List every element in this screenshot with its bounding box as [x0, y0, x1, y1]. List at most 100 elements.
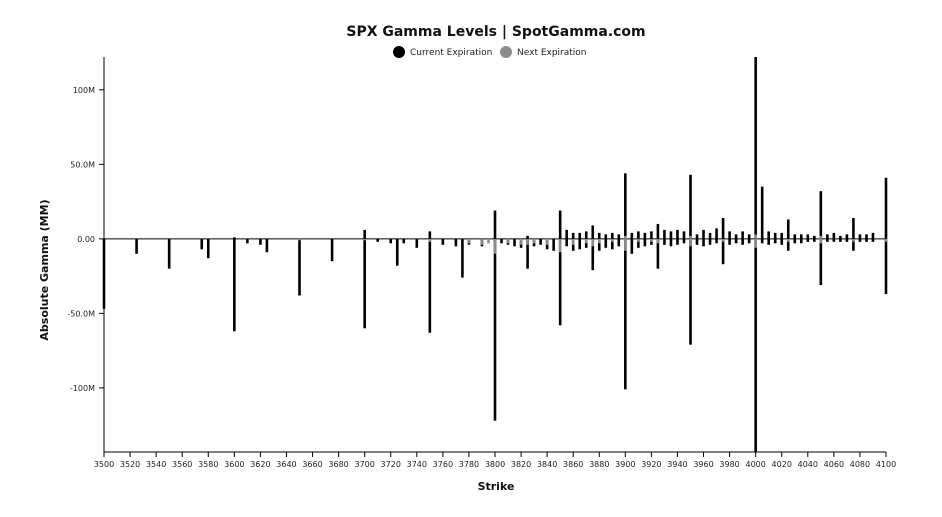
current-expiration-bar	[624, 173, 627, 239]
x-tick-label: 4060	[824, 460, 844, 469]
current-expiration-bar	[852, 217, 855, 239]
current-expiration-bar	[656, 238, 660, 269]
current-expiration-bar	[708, 232, 712, 239]
current-expiration-bar	[682, 238, 686, 244]
next-expiration-bars	[298, 234, 888, 254]
current-expiration-bar	[780, 232, 784, 239]
current-expiration-bar	[259, 238, 262, 245]
next-expiration-bar	[637, 238, 640, 242]
current-expiration-bar	[650, 231, 653, 239]
current-expiration-bar	[715, 228, 718, 239]
next-expiration-bar	[467, 238, 471, 244]
current-expiration-bar	[650, 238, 653, 245]
y-tick-label: -100M	[70, 384, 95, 393]
current-expiration-bar	[637, 231, 640, 239]
next-expiration-bar	[526, 238, 529, 245]
current-expiration-bar	[721, 238, 725, 265]
current-expiration-bar	[819, 238, 823, 286]
x-tick-label: 3500	[94, 460, 114, 469]
current-expiration-bar	[617, 234, 621, 239]
current-expiration-bar	[493, 238, 497, 421]
x-tick-label: 3800	[485, 460, 505, 469]
next-expiration-bar	[545, 238, 549, 245]
current-expiration-bar	[741, 238, 744, 245]
next-expiration-bar	[624, 238, 627, 251]
current-expiration-bar	[578, 238, 582, 250]
current-expiration-bar	[637, 238, 640, 248]
next-expiration-bar	[584, 238, 588, 244]
current-expiration-bar	[767, 238, 770, 245]
x-tick-label: 3880	[589, 460, 609, 469]
current-expiration-bar	[682, 231, 686, 239]
legend-current-label: Current Expiration	[410, 48, 492, 58]
current-expiration-bar	[689, 174, 692, 239]
x-tick-label: 3680	[328, 460, 348, 469]
current-expiration-bar	[702, 229, 705, 239]
current-expiration-bar	[643, 238, 647, 247]
current-expiration-bar	[871, 232, 875, 239]
current-expiration-bar	[663, 238, 666, 245]
current-expiration-bar	[858, 238, 862, 242]
next-expiration-bar	[884, 238, 888, 242]
current-expiration-bar	[513, 238, 516, 247]
current-expiration-bar	[233, 238, 236, 332]
current-expiration-bar	[604, 238, 608, 248]
current-expiration-bar	[865, 238, 868, 242]
current-expiration-bar	[826, 238, 829, 242]
current-expiration-bar	[695, 238, 699, 245]
next-expiration-bar	[754, 238, 757, 248]
current-expiration-bar	[102, 238, 106, 309]
current-expiration-bar	[558, 238, 562, 326]
current-expiration-bar	[754, 57, 757, 239]
x-tick-label: 3980	[719, 460, 739, 469]
x-tick-label: 3960	[693, 460, 713, 469]
x-tick-label: 4000	[745, 460, 765, 469]
current-expiration-bar	[565, 229, 568, 239]
current-expiration-bar	[630, 232, 634, 239]
next-expiration-bar	[786, 238, 790, 242]
current-expiration-bar	[715, 238, 718, 244]
x-tick-label: 3580	[198, 460, 218, 469]
legend-current-swatch	[393, 46, 405, 58]
next-expiration-bar	[624, 235, 627, 239]
current-expiration-bar	[643, 232, 647, 239]
current-expiration-bar	[135, 238, 138, 254]
current-expiration-bar	[558, 210, 562, 239]
current-expiration-bar	[734, 238, 738, 244]
next-expiration-bar	[689, 235, 692, 239]
next-expiration-bar	[852, 238, 855, 242]
current-expiration-bar	[845, 234, 849, 239]
current-expiration-bar	[454, 238, 458, 247]
current-expiration-bar	[233, 237, 236, 239]
x-tick-label: 4080	[850, 460, 870, 469]
next-expiration-bar	[519, 238, 523, 245]
current-expiration-bar	[428, 231, 432, 239]
current-expiration-bar	[565, 238, 568, 247]
current-expiration-bar	[402, 238, 406, 244]
current-expiration-bar	[839, 238, 842, 242]
current-expiration-bar	[747, 234, 751, 239]
current-expiration-bar	[552, 238, 555, 251]
current-expiration-bar	[526, 238, 529, 269]
current-expiration-bar	[604, 234, 608, 239]
current-expiration-bar	[839, 235, 842, 239]
x-tick-label: 3640	[276, 460, 296, 469]
x-axis-title: Strike	[478, 480, 515, 493]
current-expiration-bar	[330, 238, 334, 262]
next-expiration-bar	[611, 238, 614, 242]
current-expiration-bar	[597, 238, 601, 251]
x-tick-label: 3520	[120, 460, 140, 469]
next-expiration-bar	[363, 238, 366, 241]
current-expiration-bar	[754, 238, 757, 452]
y-axis-title: Absolute Gamma (MM)	[38, 199, 51, 340]
current-expiration-bar	[389, 238, 393, 244]
current-expiration-bar	[793, 238, 797, 244]
next-expiration-bar	[656, 238, 660, 244]
x-tick-label: 3940	[667, 460, 687, 469]
x-tick-label: 3720	[381, 460, 401, 469]
x-tick-label: 3700	[354, 460, 374, 469]
current-expiration-bar	[728, 231, 731, 239]
current-expiration-bar	[591, 225, 595, 239]
next-expiration-bar	[558, 238, 562, 253]
